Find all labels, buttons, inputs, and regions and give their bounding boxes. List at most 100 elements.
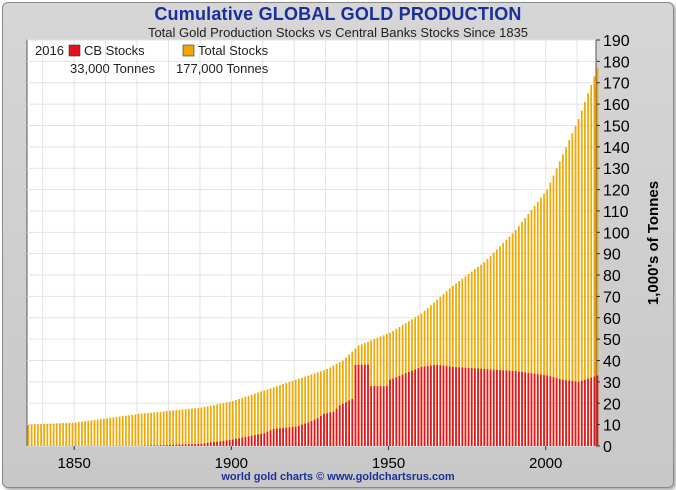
x-tick-label: 2000 — [529, 455, 562, 472]
cb-stocks-bar — [260, 433, 262, 446]
cb-stocks-bar — [436, 364, 439, 446]
cb-stocks-bar — [269, 430, 272, 446]
total-stocks-bar — [162, 411, 165, 446]
cb-stocks-bar — [470, 368, 473, 446]
total-stocks-bar — [341, 360, 344, 446]
total-stocks-bar — [71, 422, 74, 446]
cb-stocks-bar — [187, 444, 190, 446]
total-stocks-bar — [310, 374, 313, 446]
cb-stocks-bar — [398, 375, 401, 446]
total-stocks-bar — [540, 197, 542, 446]
cb-stocks-bar — [442, 365, 445, 446]
cb-stocks-bar — [514, 371, 517, 446]
cb-stocks-bar — [376, 386, 379, 446]
total-stocks-bar — [574, 126, 577, 446]
y-tick-label: 150 — [603, 118, 630, 135]
total-stocks-bar — [291, 380, 294, 446]
total-stocks-bar — [319, 371, 322, 446]
total-stocks-bar — [530, 209, 533, 446]
total-stocks-bar — [55, 423, 58, 446]
cb-stocks-bar — [521, 372, 523, 446]
cb-stocks-bar — [417, 368, 420, 446]
total-stocks-bar — [118, 416, 121, 446]
cb-stocks-bar — [310, 421, 313, 446]
cb-stocks-bar — [200, 443, 203, 446]
cb-stocks-bar — [219, 441, 222, 446]
total-stocks-bar — [524, 217, 527, 446]
cb-stocks-bar — [546, 375, 549, 446]
cb-stocks-bar — [307, 422, 310, 446]
total-stocks-bar — [483, 262, 486, 446]
total-stocks-bar — [470, 271, 473, 446]
cb-stocks-bar — [389, 379, 391, 446]
cb-stocks-bar — [568, 380, 571, 446]
cb-stocks-bar — [499, 370, 501, 446]
cb-stocks-bar — [228, 440, 231, 446]
total-stocks-bar — [323, 370, 325, 446]
cb-stocks-bar — [571, 381, 574, 446]
total-stocks-bar — [194, 408, 196, 446]
cb-stocks-bar — [458, 367, 461, 446]
total-stocks-bar — [150, 412, 152, 446]
cb-stocks-bar — [266, 431, 269, 446]
cb-stocks-bar — [480, 368, 483, 446]
total-stocks-bar — [115, 416, 118, 446]
cb-stocks-bar — [555, 378, 558, 446]
legend: 2016 CB Stocks 33,000 Tonnes Total Stock… — [35, 43, 269, 76]
cb-stocks-bar — [304, 423, 306, 446]
y-tick-label: 40 — [603, 354, 621, 371]
total-stocks-bar — [112, 417, 115, 446]
cb-stocks-bar — [543, 375, 545, 446]
total-stocks-bar — [577, 119, 580, 446]
y-tick-label: 120 — [603, 183, 630, 200]
total-stocks-bar — [96, 419, 99, 446]
total-stocks-bar — [502, 243, 505, 446]
cb-stocks-bar — [367, 364, 369, 446]
cb-stocks-bar — [165, 445, 168, 446]
x-tick-label: 1900 — [215, 455, 248, 472]
total-stocks-bar — [282, 384, 284, 446]
cb-stocks-bar — [257, 434, 259, 446]
total-stocks-bar — [172, 410, 174, 446]
total-stocks-bar — [260, 391, 262, 446]
total-stocks-bar — [93, 419, 96, 446]
cb-stocks-bar — [285, 427, 288, 446]
legend-swatch-total — [182, 44, 195, 57]
cb-stocks-bar — [395, 377, 398, 446]
cb-stocks-bar — [360, 364, 363, 446]
legend-label-total: Total Stocks — [198, 43, 269, 58]
cb-stocks-bar — [508, 370, 511, 446]
total-stocks-bar — [128, 415, 130, 446]
total-stocks-bar — [181, 409, 184, 446]
cb-stocks-bar — [326, 413, 328, 446]
cb-stocks-bar — [351, 398, 354, 446]
total-stocks-bar — [52, 423, 55, 446]
y-tick-label: 100 — [603, 225, 630, 242]
total-stocks-bar — [184, 409, 187, 446]
total-stocks-bar — [269, 388, 272, 446]
total-stocks-bar — [511, 233, 514, 446]
cb-stocks-bar — [191, 444, 193, 446]
total-stocks-bar — [313, 373, 316, 446]
cb-stocks-bar — [423, 366, 426, 446]
total-stocks-bar — [30, 424, 33, 446]
total-stocks-bar — [474, 269, 476, 446]
cb-stocks-bar — [518, 371, 520, 446]
cb-stocks-bar — [536, 374, 539, 446]
cb-stocks-bar — [489, 369, 492, 446]
legend-value-total: 177,000 Tonnes — [176, 61, 269, 76]
total-stocks-bar — [159, 411, 162, 446]
total-stocks-bar — [46, 423, 49, 446]
total-stocks-bar — [307, 375, 310, 446]
cb-stocks-bar — [430, 365, 432, 446]
total-stocks-bar — [304, 376, 306, 446]
cb-stocks-bar — [426, 366, 429, 446]
total-stocks-bar — [37, 424, 39, 446]
total-stocks-bar — [514, 230, 517, 446]
total-stocks-bar — [266, 389, 269, 446]
cb-stocks-bar — [382, 386, 385, 446]
cb-stocks-bar — [511, 370, 514, 446]
total-stocks-bar — [297, 378, 300, 446]
y-tick-label: 160 — [603, 97, 630, 114]
